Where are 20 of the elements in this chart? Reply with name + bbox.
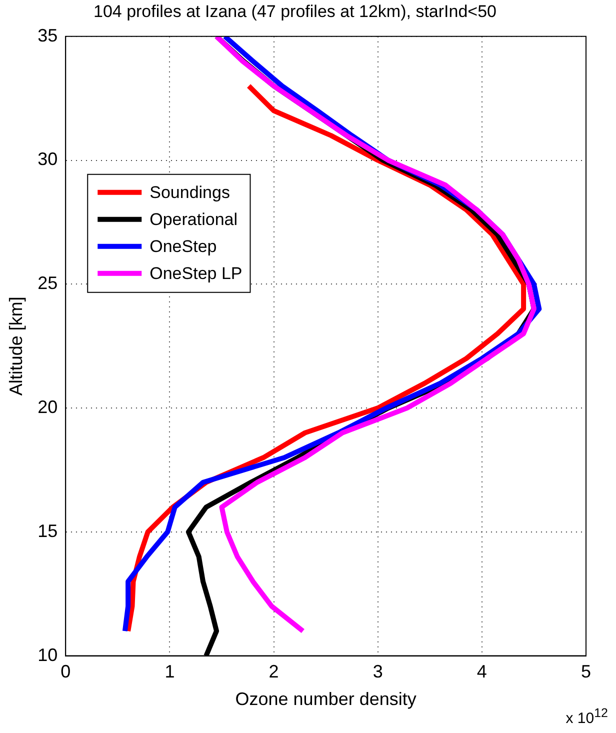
y-tick-label: 15: [38, 520, 58, 541]
x-tick-label: 4: [476, 662, 487, 682]
y-tick-label: 25: [38, 273, 58, 294]
x-tick-label: 0: [60, 662, 71, 682]
y-axis-title: Altitude [km]: [6, 296, 26, 396]
text: x 10$^{12}$: [566, 706, 608, 727]
legend-label: Operational: [150, 210, 238, 230]
x-tick-label: 2: [268, 662, 279, 682]
chart-title: 104 profiles at Izana (47 profiles at 12km), starInd<50: [93, 2, 497, 21]
y-tick-label: 10: [38, 644, 58, 665]
y-tick-label: 35: [38, 25, 58, 46]
x-axis-title: Ozone number density: [235, 689, 416, 710]
x-tick-label: 5: [580, 662, 592, 682]
y-tick-label: 20: [38, 397, 58, 418]
legend-label: OneStep: [150, 237, 217, 256]
legend-label: OneStep LP: [150, 264, 242, 284]
x-tick-label: 3: [372, 662, 383, 682]
legend-label: Soundings: [150, 183, 230, 202]
y-tick-label: 30: [38, 149, 58, 170]
x-tick-label: 1: [164, 662, 175, 682]
